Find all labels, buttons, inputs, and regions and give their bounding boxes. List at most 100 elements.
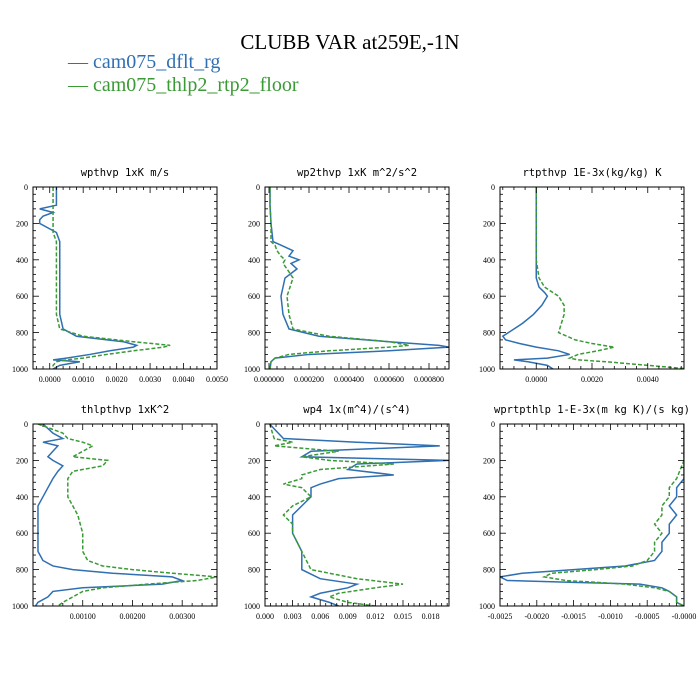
panel-1: wp2thvp 1xK m^2/s^2020040060080010000.00… (244, 167, 450, 384)
x-tick-label: 0.00200 (119, 612, 145, 621)
y-tick-label: 800 (248, 566, 260, 575)
x-tick-label: 0.0000 (525, 375, 547, 384)
panel-title-4: wp4 1x(m^4)/(s^4) (303, 404, 410, 416)
series-line-0-0 (38, 187, 139, 369)
y-tick-label: 600 (483, 292, 495, 301)
legend: — cam075_dflt_rg — cam075_thlp2_rtp2_flo… (67, 51, 299, 96)
y-tick-label: 200 (16, 219, 28, 228)
x-tick-label: 0.0020 (106, 375, 128, 384)
x-tick-label: 0.012 (366, 612, 384, 621)
legend-label-1: cam075_thlp2_rtp2_floor (93, 74, 299, 96)
y-tick-label: 800 (483, 566, 495, 575)
y-tick-label: 600 (248, 529, 260, 538)
x-tick-label: 0.009 (339, 612, 357, 621)
y-tick-label: 800 (16, 566, 28, 575)
x-tick-label: 0.015 (394, 612, 412, 621)
y-tick-label: 200 (16, 456, 28, 465)
legend-symbol-0: — (67, 51, 89, 73)
legend-label-0: cam075_dflt_rg (93, 51, 220, 73)
y-tick-label: 800 (483, 329, 495, 338)
x-tick-label: -0.0010 (598, 612, 623, 621)
y-tick-label: 0 (256, 183, 260, 192)
x-tick-label: 0.00300 (169, 612, 195, 621)
x-tick-label: 0.000400 (334, 375, 364, 384)
panel-3: thlpthvp 1xK^2 0 200 400 600 800 1000 0.00100 0.… (12, 404, 218, 621)
y-tick-label: 1000 (244, 365, 260, 374)
y-tick-label: 200 (248, 456, 260, 465)
legend-entry-1: — cam075_thlp2_rtp2_floor (67, 74, 299, 96)
y-tick-label: 800 (16, 329, 28, 338)
x-tick-label: 0.018 (422, 612, 440, 621)
panel-5: wprtpthlp 1-E-3x(m kg K)/(s kg) 0 200 400 60… (479, 404, 696, 621)
y-tick-label: 0 (491, 420, 495, 429)
series-line-2-1 (535, 187, 684, 369)
x-tick-label: 0.000200 (294, 375, 324, 384)
x-tick-label: -0.0020 (524, 612, 549, 621)
x-tick-label: 0.003 (284, 612, 302, 621)
x-tick-label: 0.006 (311, 612, 329, 621)
y-tick-label: 600 (16, 529, 28, 538)
legend-entry-0: — cam075_dflt_rg (67, 51, 220, 73)
x-tick-label: -0.0000 (672, 612, 697, 621)
y-tick-label: 0 (256, 420, 260, 429)
series-line-4-1 (268, 424, 404, 606)
y-tick-label: 400 (248, 256, 260, 265)
y-tick-label: 400 (16, 256, 28, 265)
series-line-1-1 (269, 187, 410, 369)
x-tick-label: 0.0000 (39, 375, 61, 384)
series-line-1-0 (269, 187, 449, 369)
y-tick-label: 1000 (12, 365, 28, 374)
x-tick-label: 0.000 (256, 612, 274, 621)
panel-0: wpthvp 1xK m/s 0 200 400 600 800 1000 0.0000 0.0… (12, 167, 228, 384)
x-tick-label: 0.000600 (374, 375, 404, 384)
y-tick-label: 600 (483, 529, 495, 538)
series-line-5-0 (500, 424, 684, 606)
x-tick-label: 0.000000 (254, 375, 284, 384)
x-tick-label: 0.0050 (206, 375, 228, 384)
figure-title: CLUBB VAR at259E,-1N (240, 30, 459, 54)
panel-frame-5 (499, 423, 685, 607)
y-tick-label: 200 (248, 219, 260, 228)
y-tick-label: 0 (24, 183, 28, 192)
y-tick-label: 200 (483, 456, 495, 465)
y-tick-label: 1000 (12, 602, 28, 611)
x-tick-label: -0.0005 (635, 612, 660, 621)
y-tick-label: 400 (483, 493, 495, 502)
series-line-3-0 (34, 424, 186, 606)
x-tick-label: -0.0025 (488, 612, 513, 621)
y-tick-label: 1000 (479, 602, 495, 611)
y-tick-label: 200 (483, 219, 495, 228)
x-tick-label: 0.000800 (414, 375, 444, 384)
y-tick-label: 1000 (479, 365, 495, 374)
y-tick-label: 800 (248, 329, 260, 338)
y-tick-label: 400 (16, 493, 28, 502)
x-tick-label: 0.0010 (72, 375, 94, 384)
panel-frame-2 (499, 186, 685, 370)
y-tick-label: 0 (24, 420, 28, 429)
x-tick-label: 0.0040 (637, 375, 659, 384)
panel-title-1: wp2thvp 1xK m^2/s^2 (297, 167, 417, 179)
series-line-0-1 (52, 187, 171, 369)
x-tick-label: 0.0030 (139, 375, 161, 384)
y-tick-label: 400 (248, 493, 260, 502)
panel-title-0: wpthvp 1xK m/s (81, 167, 170, 179)
series-line-5-1 (541, 424, 684, 606)
x-tick-label: 0.0020 (581, 375, 603, 384)
y-tick-label: 400 (483, 256, 495, 265)
series-line-3-1 (37, 424, 217, 606)
x-tick-label: 0.0040 (173, 375, 195, 384)
panel-title-3: thlpthvp 1xK^2 (81, 404, 170, 416)
panel-2: rtpthvp 1E-3x(kg/kg) K 0 200 400 600 800 1000 0… (479, 167, 685, 384)
legend-symbol-1: — (67, 74, 89, 96)
y-tick-label: 600 (248, 292, 260, 301)
panel-title-2: rtpthvp 1E-3x(kg/kg) K (522, 167, 662, 179)
series-line-4-0 (269, 424, 449, 606)
y-tick-label: 600 (16, 292, 28, 301)
y-tick-label: 1000 (244, 602, 260, 611)
series-line-2-0 (501, 187, 570, 369)
y-tick-label: 0 (491, 183, 495, 192)
x-tick-label: -0.0015 (561, 612, 586, 621)
panel-frame-4 (264, 423, 450, 607)
